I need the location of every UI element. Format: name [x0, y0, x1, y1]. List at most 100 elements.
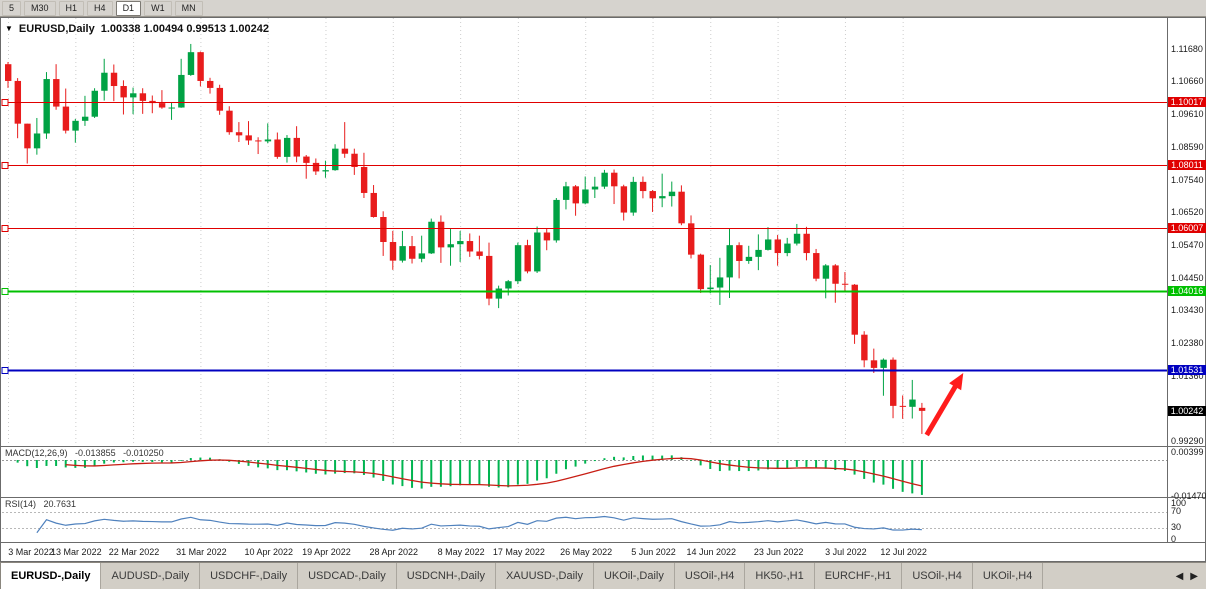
candle: [562, 181, 570, 210]
candle: [793, 223, 801, 246]
level-anchor-marker[interactable]: [1, 225, 9, 232]
candle: [668, 181, 676, 207]
candle: [486, 242, 493, 306]
chart-tab[interactable]: USOil-,H4: [675, 563, 746, 589]
candle: [899, 395, 907, 419]
chart-tab[interactable]: HK50-,H1: [745, 563, 815, 589]
level-anchor-marker[interactable]: [1, 99, 9, 106]
candle: [399, 230, 406, 263]
candle: [909, 379, 916, 419]
timeframe-button-5[interactable]: 5: [2, 0, 22, 16]
candle: [764, 227, 772, 251]
candle: [428, 218, 435, 255]
macd-signal-line: [65, 457, 923, 487]
candle: [534, 226, 541, 273]
chart-tab[interactable]: EURCHF-,H1: [815, 563, 903, 589]
candle: [611, 169, 618, 205]
candle: [110, 64, 118, 102]
rsi-indicator-label: RSI(14) 20.7631: [5, 499, 76, 509]
tab-scroll-right-icon[interactable]: ▶: [1190, 570, 1198, 582]
candle: [283, 135, 291, 163]
candle: [659, 173, 666, 208]
candle: [62, 88, 70, 134]
candle: [630, 176, 637, 216]
candle: [81, 95, 89, 126]
candle: [312, 158, 320, 175]
candle: [784, 237, 791, 257]
chart-symbol-period: EURUSD,Daily: [18, 23, 95, 35]
candle: [697, 253, 705, 293]
timeframe-button-m30[interactable]: M30: [24, 0, 56, 16]
candle: [841, 272, 849, 292]
candle: [774, 235, 781, 266]
candle: [707, 265, 714, 294]
candle: [130, 87, 137, 115]
candle: [158, 90, 166, 109]
candle: [524, 239, 531, 274]
chart-tab[interactable]: USDCAD-,Daily: [298, 563, 397, 589]
candle: [389, 230, 397, 270]
candle: [139, 88, 147, 114]
candle: [447, 229, 454, 266]
candle: [466, 233, 474, 257]
timeframe-button-w1[interactable]: W1: [144, 0, 172, 16]
candle: [351, 148, 358, 175]
macd-value-main: -0.013855: [75, 448, 116, 458]
chart-tab[interactable]: XAUUSD-,Daily: [496, 563, 594, 589]
candle: [5, 61, 12, 88]
level-anchor-marker[interactable]: [1, 367, 9, 374]
candle: [813, 248, 820, 282]
candle: [649, 190, 656, 212]
candle: [274, 132, 281, 159]
timeframe-button-d1[interactable]: D1: [115, 0, 142, 16]
candle: [620, 184, 628, 221]
trend-arrow[interactable]: [924, 378, 962, 437]
candle: [755, 234, 762, 271]
timeframe-toolbar: 5 M30 H1 H4 D1 W1 MN: [0, 0, 1206, 17]
chart-tab[interactable]: UKOil-,Daily: [594, 563, 675, 589]
chart-tab[interactable]: AUDUSD-,Daily: [101, 563, 201, 589]
candle: [197, 51, 204, 87]
level-anchor-marker[interactable]: [1, 162, 9, 169]
candle: [24, 123, 31, 164]
candle: [736, 242, 743, 279]
macd-value-signal: -0.010250: [123, 448, 164, 458]
candle: [716, 257, 724, 305]
candle: [168, 102, 175, 120]
chart-tab[interactable]: UKOil-,H4: [973, 563, 1044, 589]
candle: [591, 176, 599, 199]
candle: [688, 215, 695, 259]
chart-tab[interactable]: USDCHF-,Daily: [200, 563, 299, 589]
candle: [726, 228, 733, 298]
candle: [293, 126, 300, 163]
chart-title: ▼ EURUSD,Daily 1.00338 1.00494 0.99513 1…: [5, 23, 269, 35]
tab-scroll-controls: ◀ ▶: [1168, 563, 1206, 589]
candle: [187, 43, 195, 76]
candle: [264, 123, 272, 144]
candle: [553, 198, 560, 243]
chart-tab[interactable]: USDCNH-,Daily: [397, 563, 496, 589]
timeframe-button-h1[interactable]: H1: [58, 0, 85, 16]
candle: [822, 264, 830, 299]
tab-scroll-left-icon[interactable]: ◀: [1175, 570, 1184, 582]
timeframe-button-h4[interactable]: H4: [87, 0, 113, 16]
level-anchor-marker[interactable]: [1, 288, 9, 295]
timeframe-button-mn[interactable]: MN: [174, 0, 203, 16]
candle: [639, 176, 647, 199]
candle: [207, 77, 214, 94]
candle: [380, 211, 387, 256]
candle: [505, 279, 512, 296]
candle: [514, 242, 522, 285]
candle: [43, 72, 50, 139]
candle: [360, 152, 368, 199]
candle: [255, 137, 262, 155]
chart-tab[interactable]: EURUSD-,Daily: [0, 563, 102, 589]
chart-tab[interactable]: USOil-,H4: [902, 563, 973, 589]
trend-arrow-head[interactable]: [949, 372, 964, 391]
candle: [149, 95, 156, 114]
candle: [678, 185, 685, 226]
chart-menu-icon[interactable]: ▼: [5, 24, 13, 33]
candle: [918, 402, 926, 434]
